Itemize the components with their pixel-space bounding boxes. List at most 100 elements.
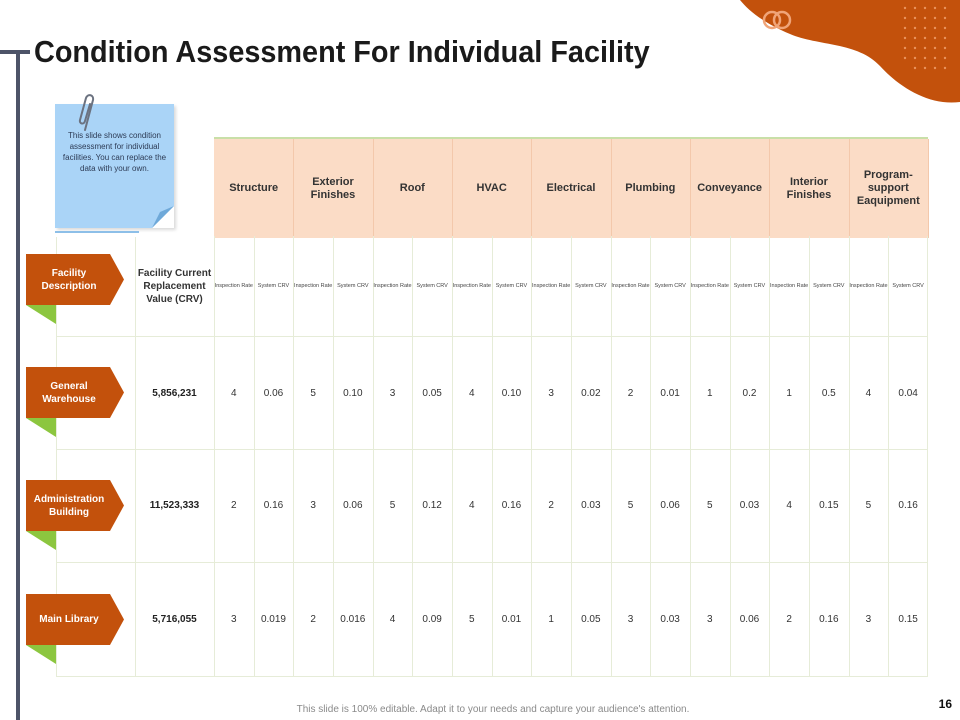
- table-cell: 0.16: [263, 499, 284, 511]
- table-cell: 0.019: [260, 613, 286, 625]
- row-tag-facility-name: Administration Building: [33, 493, 105, 518]
- table-cell: 3: [389, 387, 396, 399]
- crv-header: Facility Current Replacement Value (CRV): [137, 267, 212, 305]
- table-cell: 0.06: [660, 499, 680, 511]
- sticky-note: This slide shows condition assessment fo…: [55, 104, 174, 228]
- table-cell: 4: [786, 499, 792, 511]
- table-cell: 0.016: [340, 613, 366, 625]
- table-cell: 5: [627, 499, 634, 511]
- sub-header-system-crv: System CRV: [892, 282, 924, 289]
- sub-header-inspection-rate: Inspection Rate: [373, 282, 412, 289]
- sub-header-system-crv: System CRV: [257, 282, 290, 289]
- sub-header-inspection-rate: Inspection Rate: [214, 282, 253, 289]
- sub-header-system-crv: System CRV: [654, 282, 686, 289]
- sub-header-system-crv: System CRV: [495, 282, 528, 289]
- sub-header-inspection-rate: Inspection Rate: [294, 282, 333, 289]
- title-accent-bar: [0, 50, 30, 54]
- crv-value: 5,856,231: [152, 387, 197, 399]
- table-cell: 1: [707, 387, 713, 399]
- left-accent-bar: [16, 50, 20, 720]
- table-cell: 0.12: [422, 499, 442, 511]
- category-header: Program-support Eaquipment: [849, 139, 929, 238]
- sub-header-inspection-rate: Inspection Rate: [611, 282, 650, 289]
- category-header: Plumbing: [611, 139, 691, 238]
- table-cell: 0.05: [422, 387, 442, 399]
- page-number: 16: [938, 697, 952, 711]
- table-cell: 3: [548, 387, 554, 399]
- row-tag-facility-name: General Warehouse: [42, 380, 96, 405]
- category-header: HVAC: [452, 139, 533, 238]
- table-cell: 3: [865, 613, 872, 625]
- category-header: Structure: [214, 139, 295, 238]
- table-cell: 5: [865, 499, 872, 511]
- table-cell: 2: [786, 613, 792, 625]
- table-cell: 5: [469, 613, 475, 625]
- table-cell: 2: [310, 613, 316, 625]
- table-cell: 0.06: [739, 613, 760, 625]
- table-cell: 0.09: [422, 613, 442, 625]
- sub-header-system-crv: System CRV: [416, 282, 448, 289]
- decorative-corner-blob: [740, 0, 960, 103]
- row-tag-shape: [26, 594, 124, 664]
- sub-header-inspection-rate: Inspection Rate: [770, 282, 809, 289]
- table-cell: 0.2: [742, 387, 757, 399]
- sub-header-system-crv: System CRV: [575, 282, 607, 289]
- table-cell: 0.03: [581, 499, 601, 511]
- row-tag-facility-name: Main Library: [39, 614, 99, 625]
- table-cell: 3: [310, 499, 316, 511]
- sub-header-inspection-rate: Inspection Rate: [532, 282, 571, 289]
- table-cell: 0.16: [501, 499, 522, 511]
- note-text: This slide shows condition assessment fo…: [62, 131, 167, 173]
- table-cell: 0.04: [898, 387, 918, 399]
- table-cell: 0.16: [898, 499, 918, 511]
- table-cell: 0.05: [581, 613, 601, 625]
- table-cell: 3: [231, 613, 237, 625]
- table-cell: 0.10: [501, 387, 522, 399]
- table-cell: 0.03: [739, 499, 760, 511]
- table-cell: 0.03: [660, 613, 680, 625]
- table-cell: 5: [389, 499, 396, 511]
- table-cell: 1: [786, 387, 792, 399]
- page-title: Condition Assessment For Individual Faci…: [34, 34, 650, 69]
- crv-value: 11,523,333: [149, 499, 200, 511]
- footer-note: This slide is 100% editable. Adapt it to…: [296, 704, 690, 715]
- table-cell: 0.15: [898, 613, 918, 625]
- sub-header-inspection-rate: Inspection Rate: [452, 282, 491, 289]
- sub-header-inspection-rate: Inspection Rate: [690, 282, 729, 289]
- sub-header-inspection-rate: Inspection Rate: [849, 282, 888, 289]
- table-cell: 4: [469, 387, 475, 399]
- row-tag-shape: [26, 367, 124, 437]
- table-header-band: Structure Exterior Finishes Roof HVAC Electr…: [214, 137, 929, 238]
- table-cell: 0.01: [501, 613, 522, 625]
- table-cell: 2: [548, 499, 554, 511]
- table-grid: [56, 137, 928, 677]
- table-cell: 5: [707, 499, 713, 511]
- table-cell: 4: [231, 387, 237, 399]
- note-fold: [152, 206, 174, 228]
- table-cell: 2: [627, 387, 634, 399]
- table-cell: 0.06: [343, 499, 363, 511]
- table-cell: 0.10: [343, 387, 363, 399]
- row-tag-shape: [26, 480, 124, 550]
- sub-header-system-crv: System CRV: [813, 282, 845, 289]
- paperclip-icon: [78, 94, 95, 131]
- category-header: Interior Finishes: [769, 139, 850, 238]
- rings-icon: [762, 10, 792, 30]
- table-cell: 0.02: [581, 387, 601, 399]
- table-cell: 4: [469, 499, 475, 511]
- row-tag-facility-description: Facility Description: [41, 267, 97, 292]
- row-tag-shape: [26, 254, 124, 324]
- sub-header-system-crv: System CRV: [733, 282, 766, 289]
- table-cell: 4: [865, 387, 872, 399]
- table-cell: 3: [707, 613, 713, 625]
- table-cell: 0.15: [819, 499, 839, 511]
- crv-value: 5,716,055: [152, 613, 197, 625]
- category-header: Exterior Finishes: [293, 139, 374, 238]
- category-header: Electrical: [531, 139, 612, 238]
- table-cell: 1: [548, 613, 554, 625]
- category-header: Roof: [373, 139, 453, 238]
- table-cell: 0.5: [821, 387, 836, 399]
- table-cell: 3: [627, 613, 634, 625]
- table-cell: 4: [389, 613, 396, 625]
- table-cell: 0.01: [660, 387, 680, 399]
